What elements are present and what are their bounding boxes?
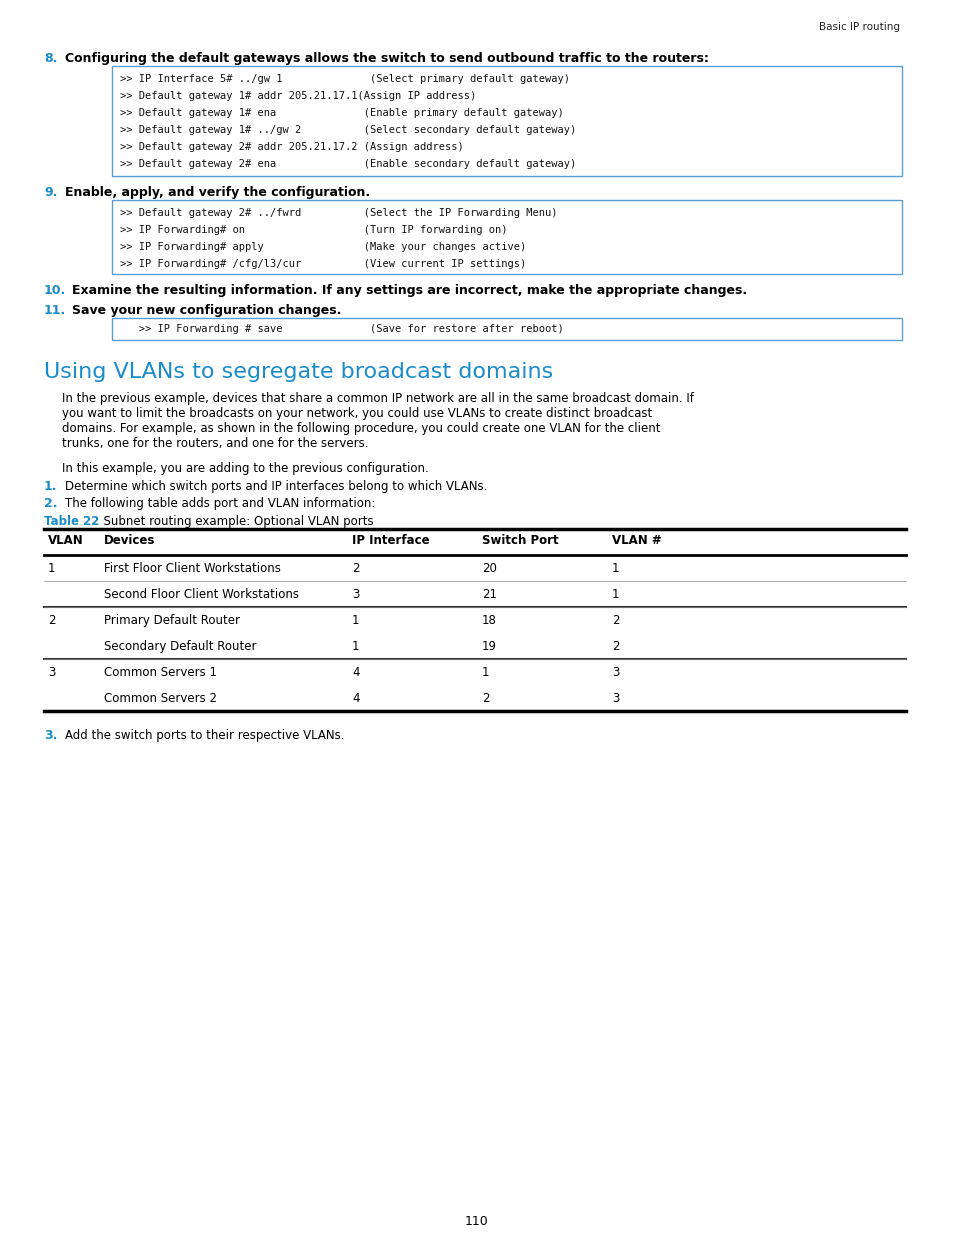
Text: Switch Port: Switch Port <box>481 534 558 547</box>
Text: Second Floor Client Workstations: Second Floor Client Workstations <box>104 588 298 601</box>
Text: 21: 21 <box>481 588 497 601</box>
Text: 1.: 1. <box>44 480 57 493</box>
Text: 1: 1 <box>612 562 618 576</box>
Text: >> IP Forwarding # save              (Save for restore after reboot): >> IP Forwarding # save (Save for restor… <box>120 324 563 333</box>
Text: >> IP Forwarding# /cfg/l3/cur          (View current IP settings): >> IP Forwarding# /cfg/l3/cur (View curr… <box>120 259 526 269</box>
Text: 2: 2 <box>352 562 359 576</box>
Text: Basic IP routing: Basic IP routing <box>818 22 899 32</box>
Text: 2: 2 <box>612 640 618 653</box>
Text: >> IP Forwarding# apply                (Make your changes active): >> IP Forwarding# apply (Make your chang… <box>120 242 526 252</box>
Text: VLAN: VLAN <box>48 534 84 547</box>
Text: In the previous example, devices that share a common IP network are all in the s: In the previous example, devices that sh… <box>62 391 693 405</box>
Text: Common Servers 2: Common Servers 2 <box>104 692 216 705</box>
Text: First Floor Client Workstations: First Floor Client Workstations <box>104 562 280 576</box>
Text: VLAN #: VLAN # <box>612 534 661 547</box>
Text: Using VLANs to segregate broadcast domains: Using VLANs to segregate broadcast domai… <box>44 362 553 382</box>
Text: 1: 1 <box>352 640 359 653</box>
Text: 2: 2 <box>48 614 55 627</box>
Text: 10.: 10. <box>44 284 66 296</box>
Text: 2.: 2. <box>44 496 57 510</box>
Text: Enable, apply, and verify the configuration.: Enable, apply, and verify the configurat… <box>65 186 370 199</box>
Text: 3: 3 <box>48 666 55 679</box>
Text: 3: 3 <box>612 666 618 679</box>
Text: >> Default gateway 2# ena              (Enable secondary default gateway): >> Default gateway 2# ena (Enable second… <box>120 159 576 169</box>
Text: 9.: 9. <box>44 186 57 199</box>
Text: 2: 2 <box>612 614 618 627</box>
Text: Subnet routing example: Optional VLAN ports: Subnet routing example: Optional VLAN po… <box>96 515 374 529</box>
Text: 3.: 3. <box>44 729 57 742</box>
Text: 1: 1 <box>48 562 55 576</box>
Text: 1: 1 <box>481 666 489 679</box>
Text: Devices: Devices <box>104 534 155 547</box>
Text: 4: 4 <box>352 666 359 679</box>
Text: IP Interface: IP Interface <box>352 534 429 547</box>
FancyBboxPatch shape <box>112 317 901 340</box>
Text: 8.: 8. <box>44 52 57 65</box>
Text: Secondary Default Router: Secondary Default Router <box>104 640 256 653</box>
Text: >> Default gateway 2# addr 205.21.17.2 (Assign address): >> Default gateway 2# addr 205.21.17.2 (… <box>120 142 463 152</box>
Text: Table 22: Table 22 <box>44 515 99 529</box>
Text: >> IP Forwarding# on                   (Turn IP forwarding on): >> IP Forwarding# on (Turn IP forwarding… <box>120 225 507 235</box>
Text: >> Default gateway 2# ../fwrd          (Select the IP Forwarding Menu): >> Default gateway 2# ../fwrd (Select th… <box>120 207 557 219</box>
FancyBboxPatch shape <box>112 200 901 274</box>
Text: 3: 3 <box>352 588 359 601</box>
Text: Determine which switch ports and IP interfaces belong to which VLANs.: Determine which switch ports and IP inte… <box>65 480 487 493</box>
Text: >> Default gateway 1# ena              (Enable primary default gateway): >> Default gateway 1# ena (Enable primar… <box>120 107 563 119</box>
Text: 2: 2 <box>481 692 489 705</box>
Text: >> IP Interface 5# ../gw 1              (Select primary default gateway): >> IP Interface 5# ../gw 1 (Select prima… <box>120 74 569 84</box>
Text: >> Default gateway 1# addr 205.21.17.1(Assign IP address): >> Default gateway 1# addr 205.21.17.1(A… <box>120 91 476 101</box>
Text: you want to limit the broadcasts on your network, you could use VLANs to create : you want to limit the broadcasts on your… <box>62 408 652 420</box>
Text: The following table adds port and VLAN information:: The following table adds port and VLAN i… <box>65 496 375 510</box>
Text: 3: 3 <box>612 692 618 705</box>
Text: 18: 18 <box>481 614 497 627</box>
Text: 110: 110 <box>465 1215 488 1228</box>
Text: In this example, you are adding to the previous configuration.: In this example, you are adding to the p… <box>62 462 428 475</box>
Text: Add the switch ports to their respective VLANs.: Add the switch ports to their respective… <box>65 729 344 742</box>
FancyBboxPatch shape <box>112 65 901 177</box>
Text: >> Default gateway 1# ../gw 2          (Select secondary default gateway): >> Default gateway 1# ../gw 2 (Select se… <box>120 125 576 135</box>
Text: domains. For example, as shown in the following procedure, you could create one : domains. For example, as shown in the fo… <box>62 422 659 435</box>
Text: 4: 4 <box>352 692 359 705</box>
Text: Primary Default Router: Primary Default Router <box>104 614 240 627</box>
Text: 19: 19 <box>481 640 497 653</box>
Text: Save your new configuration changes.: Save your new configuration changes. <box>71 304 341 317</box>
Text: Configuring the default gateways allows the switch to send outbound traffic to t: Configuring the default gateways allows … <box>65 52 708 65</box>
Text: Examine the resulting information. If any settings are incorrect, make the appro: Examine the resulting information. If an… <box>71 284 746 296</box>
Text: Common Servers 1: Common Servers 1 <box>104 666 216 679</box>
Text: trunks, one for the routers, and one for the servers.: trunks, one for the routers, and one for… <box>62 437 368 450</box>
Text: 20: 20 <box>481 562 497 576</box>
Text: 1: 1 <box>612 588 618 601</box>
Text: 1: 1 <box>352 614 359 627</box>
Text: 11.: 11. <box>44 304 66 317</box>
